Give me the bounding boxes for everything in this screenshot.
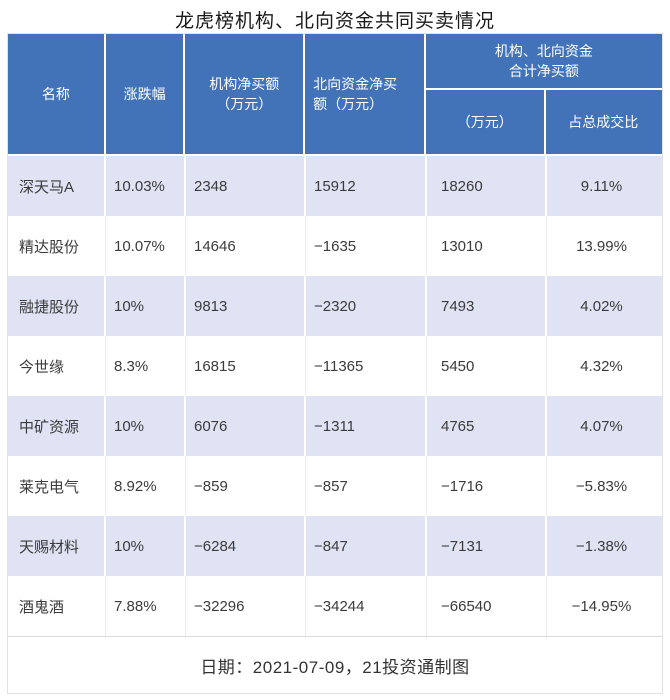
cell-pct-of-turnover: 4.02%: [547, 276, 662, 336]
col-header-north-net-line2: 额（万元）: [313, 96, 384, 112]
table-header: 名称 涨跌幅 机构净买额 （万元） 北向资金净买 额（万元） 机构、北向资金 合…: [8, 34, 662, 156]
cell-change: 10.07%: [106, 216, 186, 276]
cell-pct-of-turnover: 9.11%: [547, 156, 662, 216]
col-header-combined-subrow: （万元） 占总成交比: [425, 90, 662, 154]
cell-pct-of-turnover: −14.95%: [547, 576, 662, 636]
cell-total-net: −7131: [427, 516, 547, 576]
cell-name: 酒鬼酒: [8, 576, 106, 636]
cell-name: 今世缘: [8, 336, 106, 396]
cell-total-net: 13010: [427, 216, 547, 276]
table-row: 融捷股份 10% 9813 −2320 7493 4.02%: [8, 276, 662, 336]
table-row: 中矿资源 10% 6076 −1311 4765 4.07%: [8, 396, 662, 456]
col-header-change: 涨跌幅: [105, 34, 186, 154]
cell-change: 10%: [106, 516, 186, 576]
col-header-combined-group: 机构、北向资金 合计净买额 （万元） 占总成交比: [425, 34, 662, 154]
col-header-combined-line2: 合计净买额: [508, 63, 579, 79]
footer-caption: 日期：2021-07-09，21投资通制图: [200, 657, 470, 677]
cell-inst-net: 14646: [186, 216, 306, 276]
cell-total-net: 4765: [427, 396, 547, 456]
cell-inst-net: 16815: [186, 336, 306, 396]
cell-inst-net: 2348: [186, 156, 306, 216]
col-header-pct-of-turnover: 占总成交比: [545, 90, 661, 154]
table-row: 酒鬼酒 7.88% −32296 −34244 −66540 −14.95%: [8, 576, 662, 636]
cell-change: 10.03%: [106, 156, 186, 216]
data-table: 名称 涨跌幅 机构净买额 （万元） 北向资金净买 额（万元） 机构、北向资金 合…: [7, 33, 663, 694]
col-header-inst-net: 机构净买额 （万元）: [185, 34, 306, 154]
cell-north-net: −2320: [306, 276, 427, 336]
cell-north-net: −34244: [306, 576, 427, 636]
table-row: 莱克电气 8.92% −859 −857 −1716 −5.83%: [8, 456, 662, 516]
cell-name: 深天马A: [8, 156, 106, 216]
cell-pct-of-turnover: 13.99%: [547, 216, 662, 276]
cell-total-net: −66540: [427, 576, 547, 636]
cell-change: 8.3%: [106, 336, 186, 396]
cell-north-net: −847: [306, 516, 427, 576]
col-header-combined: 机构、北向资金 合计净买额: [425, 34, 662, 90]
col-header-name: 名称: [8, 34, 106, 154]
cell-north-net: −11365: [306, 336, 427, 396]
cell-name: 精达股份: [8, 216, 106, 276]
cell-change: 7.88%: [106, 576, 186, 636]
col-header-combined-amount: （万元）: [425, 90, 546, 154]
page-title: 龙虎榜机构、北向资金共同买卖情况: [174, 11, 495, 32]
cell-change: 10%: [106, 276, 186, 336]
cell-inst-net: −32296: [186, 576, 306, 636]
cell-pct-of-turnover: 4.32%: [547, 336, 662, 396]
cell-total-net: 18260: [427, 156, 547, 216]
table-row: 天赐材料 10% −6284 −847 −7131 −1.38%: [8, 516, 662, 576]
cell-north-net: 15912: [306, 156, 427, 216]
col-header-north-net: 北向资金净买 额（万元）: [305, 34, 426, 154]
cell-north-net: −857: [306, 456, 427, 516]
cell-name: 莱克电气: [8, 456, 106, 516]
cell-total-net: 5450: [427, 336, 547, 396]
cell-inst-net: −6284: [186, 516, 306, 576]
col-header-inst-net-line2: （万元）: [216, 96, 273, 112]
cell-name: 天赐材料: [8, 516, 106, 576]
cell-pct-of-turnover: 4.07%: [547, 396, 662, 456]
table-row: 精达股份 10.07% 14646 −1635 13010 13.99%: [8, 216, 662, 276]
cell-total-net: −1716: [427, 456, 547, 516]
col-header-combined-line1: 机构、北向资金: [494, 43, 593, 59]
cell-pct-of-turnover: −5.83%: [547, 456, 662, 516]
cell-name: 融捷股份: [8, 276, 106, 336]
cell-inst-net: 9813: [186, 276, 306, 336]
table-body: 深天马A 10.03% 2348 15912 18260 9.11% 精达股份 …: [8, 156, 662, 636]
cell-pct-of-turnover: −1.38%: [547, 516, 662, 576]
cell-inst-net: −859: [186, 456, 306, 516]
col-header-north-net-line1: 北向资金净买: [313, 76, 398, 92]
cell-change: 10%: [106, 396, 186, 456]
col-header-inst-net-line1: 机构净买额: [209, 76, 280, 92]
cell-north-net: −1311: [306, 396, 427, 456]
table-row: 深天马A 10.03% 2348 15912 18260 9.11%: [8, 156, 662, 216]
table-footer: 日期：2021-07-09，21投资通制图: [8, 636, 662, 693]
cell-name: 中矿资源: [8, 396, 106, 456]
cell-inst-net: 6076: [186, 396, 306, 456]
table-row: 今世缘 8.3% 16815 −11365 5450 4.32%: [8, 336, 662, 396]
cell-total-net: 7493: [427, 276, 547, 336]
cell-north-net: −1635: [306, 216, 427, 276]
cell-change: 8.92%: [106, 456, 186, 516]
